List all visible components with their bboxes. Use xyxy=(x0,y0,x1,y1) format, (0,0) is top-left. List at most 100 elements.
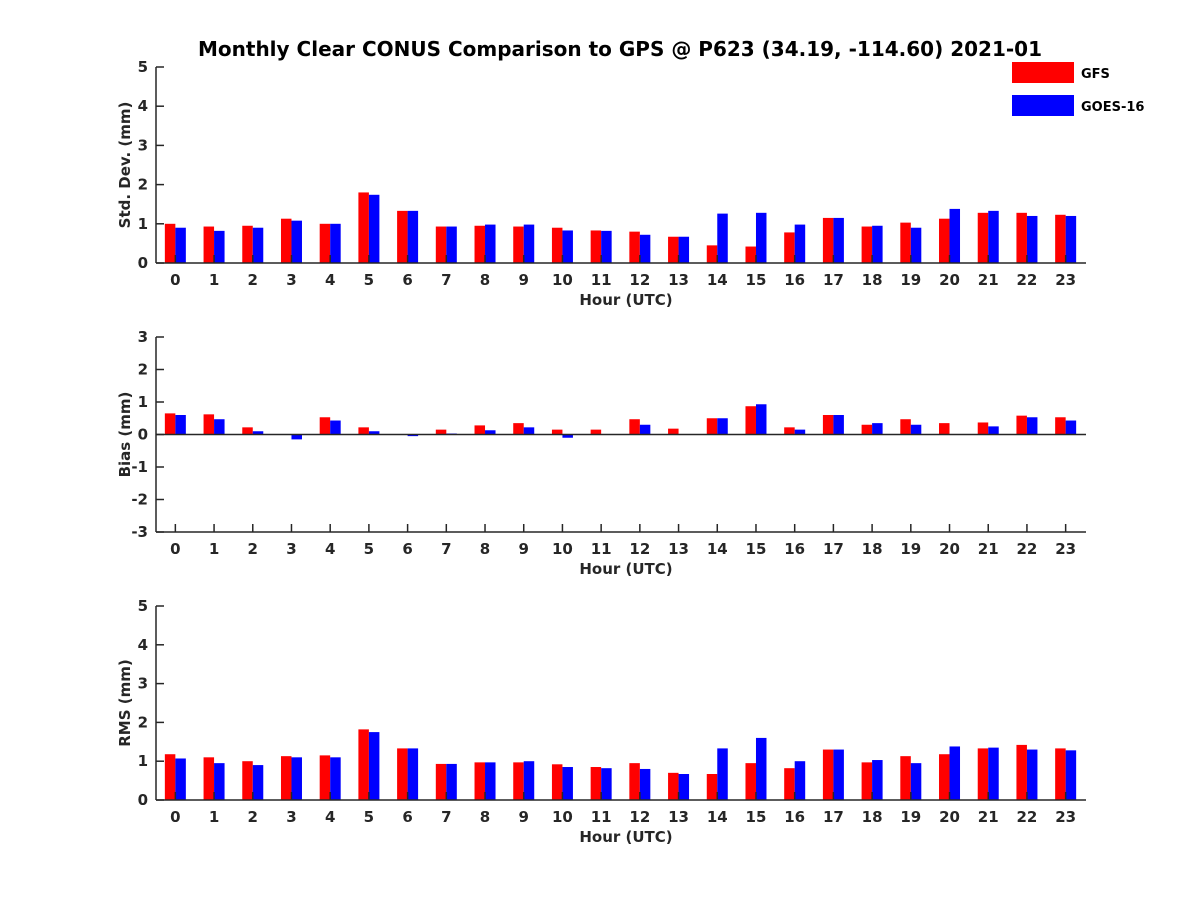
bias-bar-goes16-21 xyxy=(988,426,999,435)
std-dev-ytick-label: 1 xyxy=(138,215,148,233)
rms-xtick-label: 6 xyxy=(402,808,412,826)
rms-bar-gfs-7 xyxy=(435,763,447,800)
bias-bar-goes16-23 xyxy=(1065,420,1077,435)
bias-bar-goes16-22 xyxy=(1026,417,1038,435)
bias-bar-gfs-8 xyxy=(474,425,486,435)
bias-xtick-label: 14 xyxy=(707,540,728,558)
std-dev-bar-gfs-5 xyxy=(358,192,369,263)
rms-bar-goes16-9 xyxy=(523,761,535,800)
rms-bar-goes16-4 xyxy=(330,757,341,800)
rms-xtick-label: 11 xyxy=(591,808,612,826)
bias-xtick-label: 11 xyxy=(591,540,612,558)
bias-bar-gfs-14 xyxy=(706,418,718,435)
bias-xtick-label: 4 xyxy=(325,540,335,558)
rms-xtick-label: 19 xyxy=(900,808,921,826)
legend-swatch-goes16 xyxy=(1012,95,1074,116)
rms-ytick-label: 1 xyxy=(138,752,148,770)
rms-bar-goes16-15 xyxy=(755,737,767,800)
bias-xtick-label: 16 xyxy=(784,540,805,558)
std-dev-bar-gfs-3 xyxy=(280,218,292,263)
std-dev-xtick-label: 13 xyxy=(668,271,689,289)
rms-xtick-label: 14 xyxy=(707,808,728,826)
bias-xtick-label: 8 xyxy=(480,540,490,558)
rms-xtick-label: 7 xyxy=(441,808,451,826)
rms-xtick-label: 10 xyxy=(552,808,573,826)
bias-bar-gfs-16 xyxy=(784,427,795,435)
std-dev-xtick-label: 0 xyxy=(170,271,180,289)
std-dev-xtick-label: 4 xyxy=(325,271,335,289)
rms-bar-gfs-22 xyxy=(1016,744,1027,800)
bias-xtick-label: 23 xyxy=(1055,540,1076,558)
std-dev-bar-goes16-23 xyxy=(1065,215,1077,263)
std-dev-xtick-label: 8 xyxy=(480,271,490,289)
rms-bar-gfs-21 xyxy=(977,748,989,800)
rms-bar-goes16-22 xyxy=(1026,749,1038,800)
bias-ylabel: Bias (mm) xyxy=(116,392,134,478)
rms-bar-goes16-20 xyxy=(949,746,961,800)
bias-bar-goes16-8 xyxy=(485,430,496,435)
bias-xtick-label: 15 xyxy=(746,540,767,558)
bias-xtick-label: 21 xyxy=(978,540,999,558)
rms-bar-goes16-12 xyxy=(639,768,651,800)
bias-xtick-label: 20 xyxy=(939,540,960,558)
rms-xtick-label: 15 xyxy=(746,808,767,826)
std-dev-bar-goes16-6 xyxy=(407,210,419,263)
rms-bar-gfs-0 xyxy=(164,754,176,800)
bias-bar-goes16-15 xyxy=(755,404,767,435)
std-dev-bar-gfs-18 xyxy=(861,226,873,263)
rms-xtick-label: 9 xyxy=(519,808,529,826)
std-dev-bar-goes16-20 xyxy=(949,208,961,263)
bias-ytick-label: -2 xyxy=(131,491,148,509)
rms-xtick-label: 3 xyxy=(286,808,296,826)
rms-bar-gfs-1 xyxy=(203,757,215,800)
bias-bar-goes16-17 xyxy=(833,415,844,435)
bias-xlabel: Hour (UTC) xyxy=(579,560,672,578)
bias-bar-gfs-21 xyxy=(977,422,989,435)
bias-bar-gfs-18 xyxy=(861,424,873,435)
rms-bar-goes16-6 xyxy=(407,748,419,800)
bias-bar-gfs-20 xyxy=(939,423,950,435)
bias-xtick-label: 19 xyxy=(900,540,921,558)
rms-xtick-label: 2 xyxy=(248,808,258,826)
bias-bar-goes16-19 xyxy=(910,424,922,435)
std-dev-bar-goes16-11 xyxy=(601,230,612,263)
bias-bar-gfs-23 xyxy=(1055,417,1066,435)
legend: GFS GOES-16 xyxy=(1012,62,1144,116)
bias-bar-goes16-16 xyxy=(794,429,806,435)
std-dev-xtick-label: 9 xyxy=(519,271,529,289)
bias-bar-goes16-6 xyxy=(407,434,419,437)
std-dev-xtick-label: 18 xyxy=(862,271,883,289)
std-dev-bar-gfs-13 xyxy=(668,236,679,263)
std-dev-xtick-label: 2 xyxy=(248,271,258,289)
rms-xtick-label: 18 xyxy=(862,808,883,826)
bias-bar-goes16-14 xyxy=(717,418,728,435)
bias-bar-gfs-17 xyxy=(822,415,834,435)
std-dev-ytick-label: 0 xyxy=(138,254,148,272)
std-dev-bar-gfs-14 xyxy=(706,245,718,263)
legend-label-gfs: GFS xyxy=(1081,67,1110,82)
bias-ytick-label: -3 xyxy=(131,523,148,541)
rms-bar-gfs-11 xyxy=(590,767,602,800)
bias-xtick-label: 10 xyxy=(552,540,573,558)
rms-xtick-label: 16 xyxy=(784,808,805,826)
rms-bar-gfs-18 xyxy=(861,762,873,800)
rms-bar-gfs-10 xyxy=(551,764,563,800)
rms-bar-gfs-3 xyxy=(280,756,292,800)
bias-bar-goes16-2 xyxy=(252,431,264,435)
bias-bar-goes16-5 xyxy=(368,431,380,435)
rms-bar-gfs-20 xyxy=(939,754,950,800)
rms-xtick-label: 23 xyxy=(1055,808,1076,826)
std-dev-xtick-label: 5 xyxy=(364,271,374,289)
rms-xtick-label: 20 xyxy=(939,808,960,826)
std-dev-bar-goes16-8 xyxy=(485,224,496,263)
std-dev-ytick-label: 3 xyxy=(138,136,148,154)
bias-bar-gfs-10 xyxy=(551,429,563,435)
std-dev-bar-gfs-6 xyxy=(397,210,408,263)
bias-bar-gfs-22 xyxy=(1016,415,1027,435)
bias-xtick-label: 9 xyxy=(519,540,529,558)
std-dev-bar-goes16-12 xyxy=(639,234,651,263)
bias-bar-goes16-18 xyxy=(872,423,883,435)
std-dev-xtick-label: 3 xyxy=(286,271,296,289)
rms-bar-gfs-16 xyxy=(784,768,795,800)
